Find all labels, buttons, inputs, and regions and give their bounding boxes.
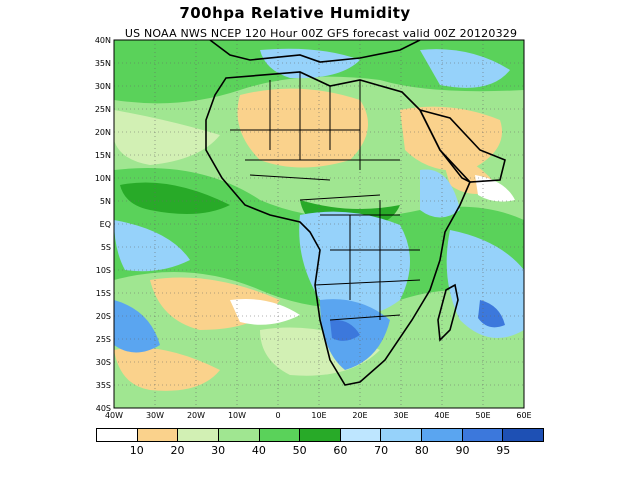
lat-label: 10N (95, 174, 111, 183)
field-humid-southwest (114, 300, 160, 353)
lon-label: 0 (275, 411, 280, 420)
field-dry-sahara (237, 88, 368, 168)
field-humid-atlantic (114, 220, 190, 272)
lat-label: 40S (96, 404, 111, 413)
lon-label: 30E (393, 411, 408, 420)
lat-label: 15N (95, 151, 111, 160)
field-very-moist (120, 182, 230, 214)
legend-swatch (97, 429, 138, 441)
coastlines (205, 40, 506, 386)
legend-label: 90 (455, 444, 470, 457)
legend-swatch (259, 429, 301, 441)
legend-swatch (503, 429, 544, 441)
lon-label: 50E (475, 411, 490, 420)
lat-label: 35S (96, 381, 111, 390)
field-light-green (114, 110, 220, 165)
legend-label: 80 (414, 444, 429, 457)
legend-label: 95 (496, 444, 511, 457)
legend-swatch (340, 429, 382, 441)
lat-label: 15S (96, 289, 111, 298)
lon-label: 30W (146, 411, 164, 420)
field-humid-mideast (420, 49, 510, 88)
legend-label: 30 (211, 444, 226, 457)
field-dry-southwest (114, 347, 220, 391)
border-lines-north (230, 72, 400, 201)
legend-label: 40 (251, 444, 266, 457)
lon-label: 20E (352, 411, 367, 420)
legend-label: 20 (170, 444, 185, 457)
lat-label: 5S (101, 243, 111, 252)
lat-label: 20N (95, 128, 111, 137)
europe-coastline (209, 40, 421, 63)
legend-label: 70 (374, 444, 389, 457)
humidity-map: 40N 35N 30N 25N 20N 15N 10N 5N EQ 5S 10S 15S 20S 25S 3… (95, 36, 532, 420)
field-humid-indian (446, 230, 524, 338)
field-humid-congo (299, 211, 410, 315)
color-legend (96, 428, 544, 442)
madagascar-coastline (437, 283, 459, 342)
lat-label: 25S (96, 335, 111, 344)
lat-label: 25N (95, 105, 111, 114)
legend-label: 50 (292, 444, 307, 457)
lon-label: 40E (434, 411, 449, 420)
latitude-labels: 40N 35N 30N 25N 20N 15N 10N 5N EQ 5S 10S 15S 20S 25S 3… (95, 36, 111, 413)
legend-label: 60 (333, 444, 348, 457)
lat-label: 40N (95, 36, 111, 45)
legend-swatch (178, 429, 219, 441)
field-humid-dark-1 (330, 319, 360, 341)
legend-swatch (381, 429, 423, 441)
legend-swatch (422, 429, 463, 441)
lon-label: 60E (516, 411, 531, 420)
lat-label: 30N (95, 82, 111, 91)
africa-coastline (205, 71, 472, 386)
longitude-labels: 40W 30W 20W 10W 0 10E 20E 30E 40E 50E 60E (105, 411, 532, 420)
field-humid-east-africa (420, 169, 460, 218)
legend-swatch (137, 429, 179, 441)
lat-label: 5N (100, 197, 111, 206)
border-lines-central (314, 200, 421, 321)
lon-label: 10W (228, 411, 246, 420)
lat-label: 10S (96, 266, 111, 275)
lat-label: 35N (95, 59, 111, 68)
map-title: 700hpa Relative Humidity (179, 4, 411, 22)
lat-label: EQ (100, 220, 111, 229)
legend-swatch (300, 429, 341, 441)
field-humid-dark-2 (478, 300, 505, 328)
map-subtitle: US NOAA NWS NCEP 120 Hour 00Z GFS foreca… (124, 27, 518, 40)
country-borders (230, 72, 421, 321)
lon-label: 10E (311, 411, 326, 420)
legend-label: 10 (129, 444, 144, 457)
lon-label: 40W (105, 411, 123, 420)
lat-label: 20S (96, 312, 111, 321)
arabia-coastline (418, 108, 506, 183)
field-very-dry-2 (230, 299, 300, 325)
lon-label: 20W (187, 411, 205, 420)
color-legend-labels: 10 20 30 40 50 60 70 80 90 95 (96, 444, 544, 458)
lat-label: 30S (96, 358, 111, 367)
legend-swatch (218, 429, 260, 441)
plot-frame (113, 39, 525, 409)
legend-swatch (462, 429, 504, 441)
